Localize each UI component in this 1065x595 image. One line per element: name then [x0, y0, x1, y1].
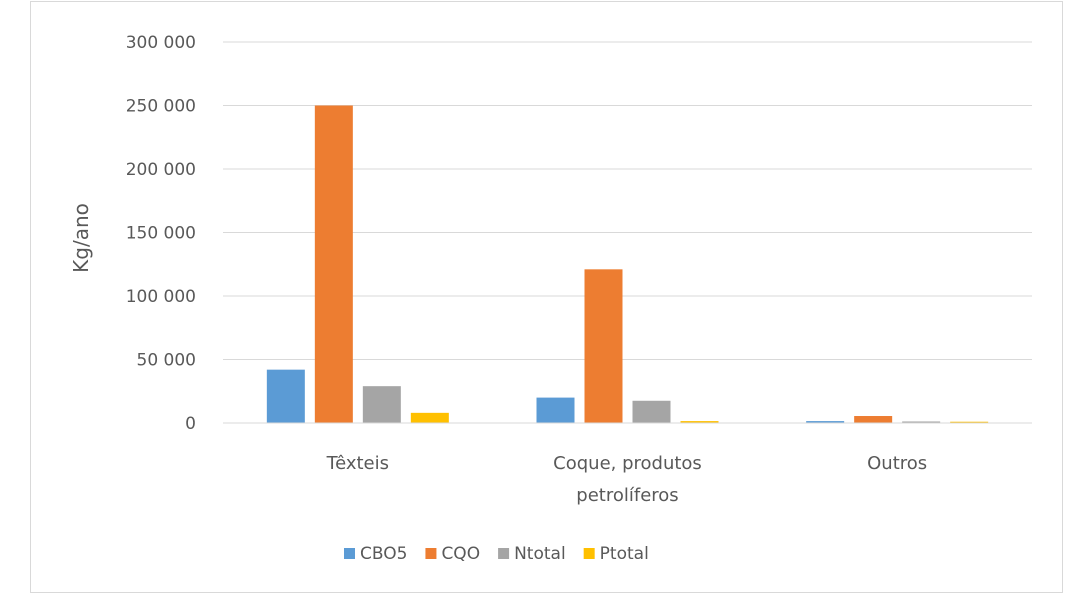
- legend-label-ptotal: Ptotal: [600, 544, 649, 564]
- x-axis-category-labels: Têxteis Coque, produtos petrolíferos Outros: [326, 453, 928, 506]
- bar-cqo-3: [854, 416, 893, 423]
- legend-label-cqo: CQO: [441, 544, 480, 564]
- bar-cqo-2: [584, 269, 623, 423]
- y-tick-label: 100 000: [126, 287, 196, 307]
- y-tick-label: 200 000: [126, 160, 196, 180]
- y-tick-label: 150 000: [126, 224, 196, 244]
- y-tick-label: 250 000: [126, 97, 196, 117]
- bar-cbo5-2: [536, 397, 575, 423]
- bar-ptotal-1: [410, 412, 449, 423]
- bar-ntotal-3: [902, 421, 941, 423]
- y-tick-label: 0: [185, 414, 196, 434]
- x-category-label: petrolíferos: [576, 485, 678, 506]
- legend-swatch-ntotal: [498, 548, 510, 559]
- legend: CBO5 CQO Ntotal Ptotal: [344, 544, 649, 564]
- bar-ptotal-2: [680, 421, 719, 423]
- legend-label-cbo5: CBO5: [360, 544, 407, 564]
- bar-cbo5-1: [266, 369, 305, 423]
- bars: [223, 105, 1032, 424]
- bar-ntotal-1: [362, 386, 401, 423]
- legend-swatch-ptotal: [583, 548, 595, 559]
- x-category-label: Coque, produtos: [553, 453, 702, 474]
- legend-swatch-cbo5: [344, 548, 355, 559]
- x-category-label: Têxteis: [326, 453, 389, 474]
- x-category-label: Outros: [867, 453, 927, 474]
- y-axis-label: Kg/ano: [69, 203, 93, 273]
- chart-frame: [30, 1, 1063, 593]
- y-tick-label: 300 000: [126, 33, 196, 53]
- legend-swatch-cqo: [425, 548, 437, 559]
- bar-ptotal-3: [950, 421, 989, 424]
- legend-label-ntotal: Ntotal: [514, 544, 566, 564]
- y-axis-tick-labels: 0 50 000 100 000 150 000 200 000 250 000 300 0…: [126, 33, 196, 434]
- bar-cqo-1: [314, 105, 353, 423]
- bar-cbo5-3: [806, 421, 845, 423]
- y-tick-label: 50 000: [137, 351, 196, 371]
- bar-ntotal-2: [632, 400, 671, 423]
